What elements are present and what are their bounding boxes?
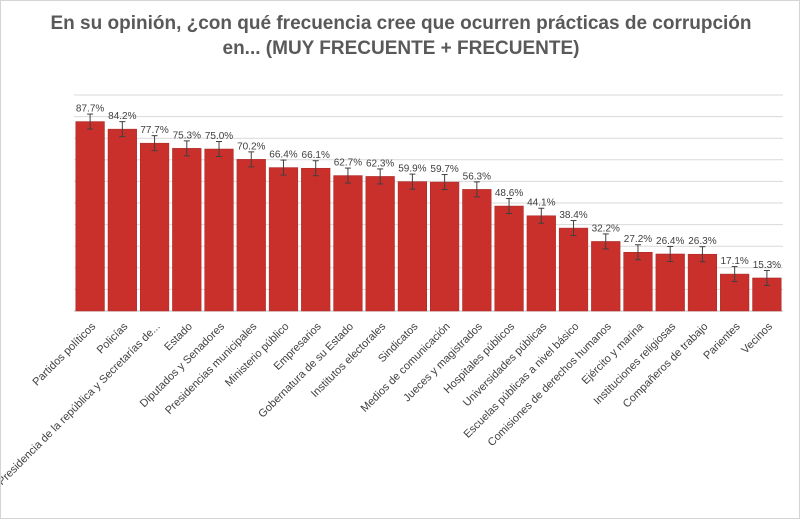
error-bar	[763, 269, 770, 286]
bar	[430, 181, 460, 312]
value-label: 75.3%	[173, 130, 201, 141]
value-label: 38.4%	[559, 210, 587, 221]
value-label: 70.2%	[237, 141, 265, 152]
error-bar	[248, 151, 255, 168]
bar	[397, 181, 427, 312]
error-bar	[699, 246, 706, 263]
error-bar	[473, 181, 480, 198]
error-bar	[312, 160, 319, 177]
value-label: 62.7%	[334, 158, 362, 169]
value-label: 66.4%	[269, 150, 297, 161]
x-tick-label: Vecinos	[739, 320, 775, 356]
error-bar	[151, 135, 158, 152]
error-bar	[344, 167, 351, 184]
bar	[172, 148, 202, 312]
error-bar	[667, 245, 674, 262]
bar	[365, 176, 395, 312]
chart-title: En su opinión, ¿con qué frecuencia cree …	[50, 13, 752, 59]
error-bar	[280, 159, 287, 176]
bar	[204, 148, 234, 312]
x-tick-label: Presidencia de la república y Secretaría…	[1, 321, 163, 488]
value-labels: 87.7% 84.2% 77.7% 75.3% 75.0% 70.2% 66.4% 66.1%…	[76, 104, 781, 271]
value-label: 27.2%	[624, 234, 652, 245]
value-label: 44.1%	[527, 198, 555, 209]
bar	[301, 167, 331, 312]
error-bar	[441, 174, 448, 191]
bar	[494, 205, 524, 312]
value-label: 59.7%	[430, 164, 458, 175]
bar	[107, 128, 137, 312]
error-bar	[377, 168, 384, 185]
value-label: 77.7%	[140, 125, 168, 136]
value-label: 48.6%	[495, 188, 523, 199]
bar	[655, 253, 685, 312]
value-label: 59.9%	[398, 164, 426, 175]
bar	[75, 121, 105, 312]
value-label: 75.0%	[205, 131, 233, 142]
value-label: 26.4%	[656, 236, 684, 247]
error-bar	[570, 220, 577, 237]
value-label: 62.3%	[366, 158, 394, 169]
error-bar	[506, 198, 513, 215]
value-label: 84.2%	[108, 111, 136, 122]
error-bar	[538, 207, 545, 224]
bar	[268, 167, 299, 312]
error-bar	[87, 113, 94, 130]
value-label: 66.1%	[302, 150, 330, 161]
bar	[526, 215, 556, 312]
error-bar	[183, 140, 190, 157]
value-label: 26.3%	[688, 236, 716, 247]
bar	[462, 189, 492, 312]
error-bar	[216, 141, 223, 157]
bar	[333, 175, 363, 312]
value-label: 17.1%	[720, 256, 748, 267]
value-label: 87.7%	[76, 104, 104, 115]
value-label: 56.3%	[463, 171, 491, 182]
bar	[623, 251, 653, 312]
bars	[75, 121, 782, 312]
bar	[752, 277, 782, 312]
error-bars	[87, 113, 770, 286]
bar	[687, 253, 718, 312]
error-bar	[409, 173, 416, 190]
value-label: 32.2%	[592, 223, 620, 234]
bar	[236, 159, 266, 312]
bar	[591, 241, 621, 312]
bar	[558, 227, 589, 312]
value-label: 15.3%	[753, 260, 781, 271]
error-bar	[602, 233, 609, 250]
bar	[139, 142, 170, 312]
error-bar	[634, 244, 641, 261]
error-bar	[731, 266, 738, 283]
x-tick-label: Partidos políticos	[31, 320, 99, 388]
error-bar	[119, 121, 126, 138]
